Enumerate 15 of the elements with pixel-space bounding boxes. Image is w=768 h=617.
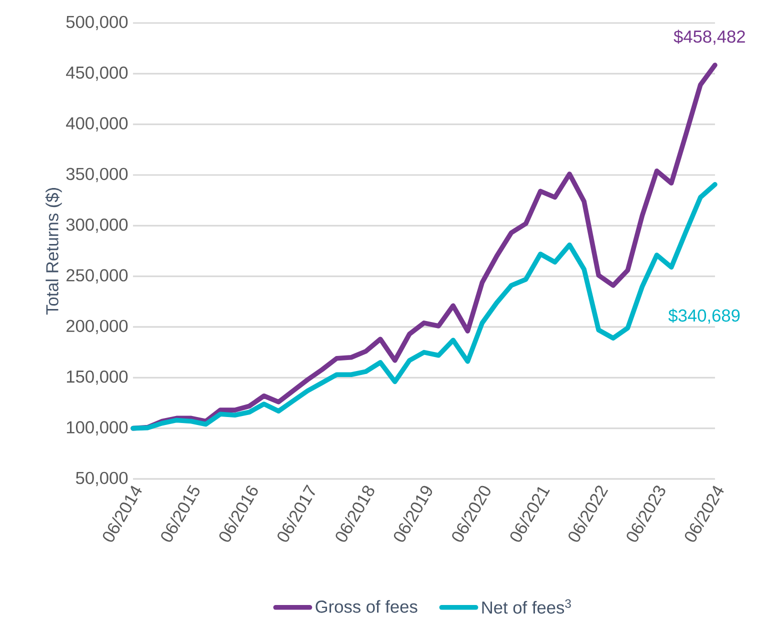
y-tick-label: 50,000 <box>76 472 128 486</box>
y-tick-label: 350,000 <box>66 168 128 182</box>
y-tick-label: 200,000 <box>66 320 128 334</box>
annotation: $340,689 <box>668 308 740 324</box>
y-tick-label: 100,000 <box>66 421 128 436</box>
y-tick-label: 450,000 <box>66 66 128 81</box>
legend-label: Net of fees$^{3}$ <box>482 599 571 614</box>
y-tick-label: 150,000 <box>66 370 128 385</box>
annotation: $458,482 <box>674 30 745 45</box>
y-axis-title: Total Returns ($) <box>45 188 62 315</box>
y-tick-label: 500,000 <box>66 16 128 30</box>
y-tick-label: 250,000 <box>66 269 128 284</box>
legend-label: Gross of fees <box>316 600 418 613</box>
y-tick-label: 400,000 <box>66 117 128 132</box>
y-tick-label: 300,000 <box>66 218 128 233</box>
